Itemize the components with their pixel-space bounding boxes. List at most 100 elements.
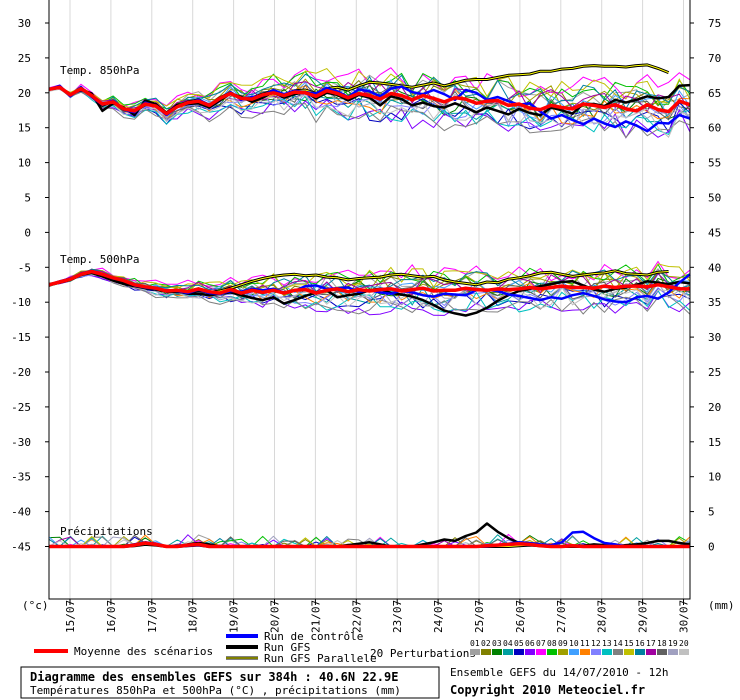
- perturbation-swatch: [624, 649, 634, 655]
- perturbation-swatch: [613, 649, 623, 655]
- perturbation-id: 11: [580, 639, 590, 648]
- plot-frame: [48, 0, 691, 600]
- perturbation-swatch: [569, 649, 579, 655]
- left-tick-label: -20: [11, 366, 31, 379]
- series-line-precip: [49, 541, 690, 549]
- perturbation-id: 03: [492, 639, 502, 648]
- perturbation-id: 04: [503, 639, 513, 648]
- perturbation-swatch: [558, 649, 568, 655]
- perturbation-line: [48, 84, 691, 125]
- x-tick-label: 29/07: [637, 600, 650, 633]
- left-tick-label: 15: [18, 122, 31, 135]
- right-tick-label: 50: [708, 192, 721, 205]
- perturbation-swatch: [635, 649, 645, 655]
- left-axis-ticks: 30 25 20 15 10 5 0 -5 -10 -15 -20 -25 -30 -35 -40 -45: [11, 17, 49, 554]
- left-tick-label: -10: [11, 296, 31, 309]
- right-tick-label: 10: [708, 471, 721, 484]
- perturbation-line: [48, 272, 691, 306]
- right-tick-label: 15: [708, 436, 721, 449]
- perturbation-swatch: [536, 649, 546, 655]
- legend: Moyenne des scénarios Run de contrôle Ru…: [34, 630, 689, 665]
- copyright: Copyright 2010 Meteociel.fr: [450, 683, 645, 697]
- section-label-t500: Temp. 500hPa: [60, 253, 139, 266]
- x-tick-label: 21/07: [309, 600, 322, 633]
- right-tick-label: 55: [708, 157, 721, 170]
- legend-label-perturbations: 20 Perturbations: [370, 647, 476, 660]
- run-info: Ensemble GEFS du 14/07/2010 - 12h: [450, 666, 669, 679]
- perturbation-line: [48, 272, 691, 315]
- right-tick-label: 65: [708, 87, 721, 100]
- right-tick-label: 20: [708, 401, 721, 414]
- x-tick-label: 22/07: [350, 600, 363, 633]
- left-tick-label: -45: [11, 541, 31, 554]
- legend-label-parallel: Run GFS Parallele: [264, 652, 377, 665]
- perturbation-id: 06: [525, 639, 535, 648]
- chart-title: Diagramme des ensembles GEFS sur 384h : …: [30, 670, 398, 684]
- right-tick-label: 0: [708, 541, 715, 554]
- right-tick-label: 5: [708, 506, 715, 519]
- perturbation-line: [48, 67, 691, 107]
- x-tick-label: 27/07: [555, 600, 568, 633]
- left-tick-label: -15: [11, 331, 31, 344]
- x-tick-label: 19/07: [228, 600, 241, 633]
- x-axis-ticks: 15/07 16/07 17/07 18/07 19/07 20/07 21/07 22/07…: [64, 599, 691, 633]
- section-label-t850: Temp. 850hPa: [60, 64, 139, 77]
- perturbation-line: [48, 269, 691, 297]
- perturbation-id: 19: [668, 639, 678, 648]
- x-tick-label: 15/07: [64, 600, 77, 633]
- perturbation-id: 14: [613, 639, 623, 648]
- left-tick-label: 25: [18, 52, 31, 65]
- right-tick-label: 35: [708, 296, 721, 309]
- x-tick-label: 23/07: [391, 600, 404, 633]
- right-tick-label: 70: [708, 52, 721, 65]
- perturbation-line: [48, 87, 691, 134]
- perturbation-id: 12: [591, 639, 601, 648]
- perturbation-swatches: 01 02 03 04 05 06 07 08 09 10 11 12 13 14 15 16 17 18 19 20: [470, 639, 689, 655]
- left-unit-label: (°c): [22, 599, 49, 612]
- perturbation-id: 18: [657, 639, 667, 648]
- right-tick-label: 40: [708, 261, 721, 274]
- perturbation-id: 07: [536, 639, 546, 648]
- left-tick-label: 30: [18, 17, 31, 30]
- left-tick-label: -30: [11, 436, 31, 449]
- perturbation-swatch: [646, 649, 656, 655]
- perturbation-swatch: [525, 649, 535, 655]
- perturbation-id: 13: [602, 639, 612, 648]
- left-tick-label: -40: [11, 506, 31, 519]
- perturbation-id: 08: [547, 639, 557, 648]
- chart-subtitle: Températures 850hPa et 500hPa (°C) , pré…: [30, 684, 401, 697]
- right-tick-label: 45: [708, 226, 721, 239]
- perturbation-swatch: [580, 649, 590, 655]
- perturbation-swatch: [668, 649, 678, 655]
- series-line-t500: [48, 269, 690, 295]
- perturbation-swatch: [547, 649, 557, 655]
- x-tick-label: 16/07: [105, 600, 118, 633]
- perturbation-swatch: [470, 649, 480, 655]
- perturbation-swatch: [657, 649, 667, 655]
- perturbation-id: 17: [646, 639, 656, 648]
- perturbation-swatch: [514, 649, 524, 655]
- perturbation-swatch: [679, 649, 689, 655]
- perturbation-id: 10: [569, 639, 579, 648]
- right-tick-label: 75: [708, 17, 721, 30]
- perturbation-swatch: [481, 649, 491, 655]
- left-tick-label: -5: [18, 261, 31, 274]
- left-tick-label: -35: [11, 471, 31, 484]
- x-tick-label: 17/07: [146, 600, 159, 633]
- perturbation-swatch: [591, 649, 601, 655]
- right-unit-label: (mm): [708, 599, 735, 612]
- legend-label-mean: Moyenne des scénarios: [74, 645, 213, 658]
- perturbation-line: [48, 73, 691, 111]
- plot-lines: [48, 63, 691, 549]
- perturbation-id: 16: [635, 639, 645, 648]
- x-tick-label: 28/07: [596, 600, 609, 633]
- perturbation-id: 20: [679, 639, 689, 648]
- legend-label-gfs: Run GFS: [264, 641, 310, 654]
- right-tick-label: 30: [708, 331, 721, 344]
- left-tick-label: 10: [18, 157, 31, 170]
- right-tick-label: 60: [708, 122, 721, 135]
- perturbation-id: 15: [624, 639, 634, 648]
- perturbation-id: 01: [470, 639, 480, 648]
